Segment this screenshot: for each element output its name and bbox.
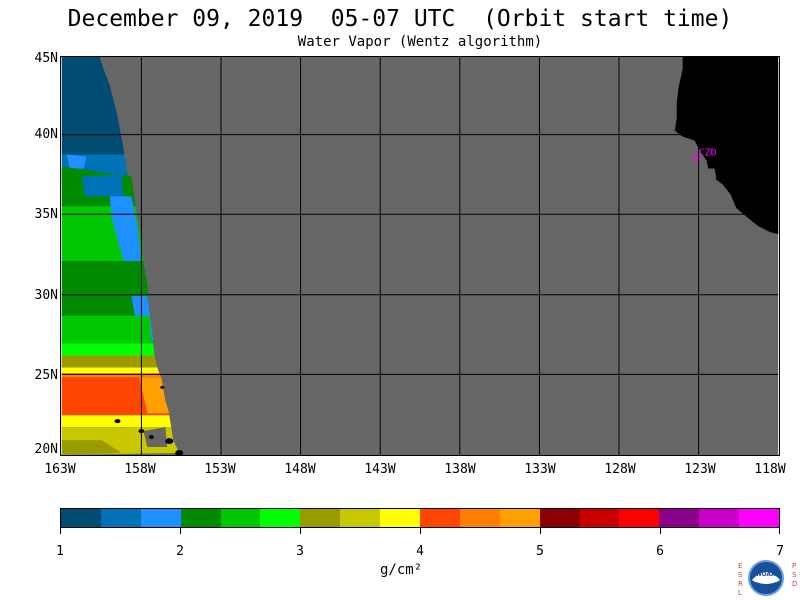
colorbar-segment — [619, 509, 660, 527]
colorbar-label-1: 1 — [56, 544, 64, 559]
colorbar-tick — [540, 528, 541, 534]
lon-label-138w: 138W — [444, 462, 476, 477]
colorbar-label-3: 3 — [296, 544, 304, 559]
colorbar-label-4: 4 — [416, 544, 424, 559]
svg-text:S: S — [792, 571, 797, 579]
svg-text:S: S — [738, 571, 743, 579]
map-title: December 09, 2019 05-07 UTC (Orbit start… — [67, 6, 733, 32]
colorbar-tick — [300, 528, 301, 534]
colorbar-tick — [660, 528, 661, 534]
colorbar-segment — [420, 509, 460, 527]
station-label: CZD — [699, 148, 717, 159]
colorbar-segment — [699, 509, 740, 527]
colorbar-label-5: 5 — [536, 544, 544, 559]
colorbar-segment — [260, 509, 301, 527]
colorbar-segment — [659, 509, 700, 527]
noaa-logo: E S R L NOAA P S D — [738, 560, 797, 597]
svg-text:E: E — [738, 562, 742, 570]
colorbar-tick — [420, 528, 421, 534]
lon-label-153w: 153W — [204, 462, 236, 477]
lat-label-35n: 35N — [34, 207, 58, 222]
colorbar-segment — [579, 509, 620, 527]
svg-text:R: R — [738, 580, 743, 588]
lon-label-133w: 133W — [524, 462, 556, 477]
no-data-area — [61, 57, 779, 455]
station-czd: CZD — [693, 148, 717, 162]
graticule — [61, 57, 779, 455]
lat-label-30n: 30N — [34, 288, 58, 303]
colorbar-label-7: 7 — [776, 544, 784, 559]
colorbar-segment — [380, 509, 421, 527]
colorbar-tick — [180, 528, 181, 534]
svg-text:D: D — [792, 580, 797, 588]
svg-text:P: P — [792, 562, 796, 570]
lon-label-128w: 128W — [604, 462, 636, 477]
lon-label-158w: 158W — [124, 462, 156, 477]
colorbar-segment — [739, 509, 780, 527]
colorbar-label-6: 6 — [656, 544, 664, 559]
colorbar-unit: g/cm² — [380, 562, 423, 578]
lon-label-118w: 118W — [754, 462, 786, 477]
hawaii-islands — [114, 385, 184, 455]
lat-label-45n: 45N — [34, 51, 58, 66]
colorbar-segment — [340, 509, 381, 527]
colorbar-segment — [180, 509, 221, 527]
lat-label-25n: 25N — [34, 368, 58, 383]
lat-label-40n: 40N — [34, 127, 58, 142]
colorbar — [60, 508, 780, 528]
colorbar-segment — [300, 509, 341, 527]
lon-label-143w: 143W — [364, 462, 396, 477]
lon-label-148w: 148W — [284, 462, 316, 477]
water-vapor-map: CZD — [60, 56, 780, 456]
map-subtitle: Water Vapor (Wentz algorithm) — [297, 34, 543, 50]
lon-label-123w: 123W — [684, 462, 716, 477]
svg-text:L: L — [738, 589, 742, 597]
colorbar-segment — [459, 509, 500, 527]
colorbar-segment — [539, 509, 580, 527]
colorbar-label-2: 2 — [176, 544, 184, 559]
north-america-land — [674, 57, 779, 235]
colorbar-tick — [60, 528, 61, 534]
colorbar-segment — [220, 509, 261, 527]
svg-text:NOAA: NOAA — [756, 571, 776, 578]
colorbar-segment — [499, 509, 540, 527]
water-vapor-swath — [61, 57, 180, 455]
colorbar-segment — [61, 509, 101, 527]
colorbar-tick — [779, 528, 780, 534]
lat-label-20n: 20N — [34, 442, 58, 457]
lon-label-163w: 163W — [44, 462, 76, 477]
colorbar-segment — [140, 509, 181, 527]
colorbar-segment — [100, 509, 141, 527]
